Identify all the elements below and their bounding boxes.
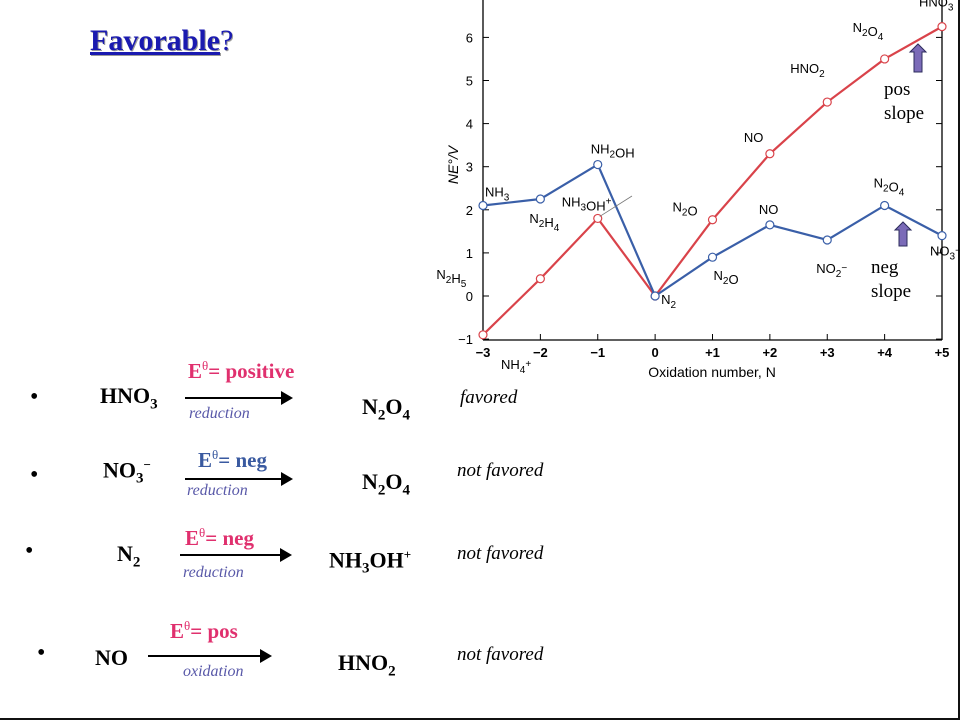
reactant-no: NO [95,645,128,670]
neg-slope-arrow-icon [893,221,913,247]
pos-slope-annotation: pos slope [884,79,925,124]
data-point [937,22,947,32]
x-tick-label: +5 [935,345,950,360]
point-label: NO [759,202,779,217]
point-label: NH3OH+ [562,194,612,213]
verdict-not-favored: not favored [457,460,544,481]
data-point [478,330,488,340]
data-point [535,194,545,204]
bullet: • [25,538,34,564]
bullet: • [30,462,39,488]
e-theta-neg: Eθ= neg [198,447,267,472]
label-leader-line [599,195,633,217]
x-tick-label: 0 [652,345,659,360]
point-label: N2O4 [874,175,905,198]
point-label: HNO2 [790,61,825,80]
product-hno2: HNO2 [338,650,396,680]
data-point [478,200,488,211]
y-tick-label: 1 [466,246,473,261]
reaction-arrow [180,548,292,562]
point-label: NO3− [930,244,960,263]
x-tick-label: +1 [705,345,720,360]
reactant-no3-minus: NO3− [103,457,151,487]
point-label: NH4+ [501,357,531,376]
data-point [707,252,718,262]
product-n2o4: N2O4 [362,394,411,424]
y-tick-label: 6 [466,30,473,45]
point-label: N2O [673,200,698,219]
data-point [650,291,660,301]
reaction-arrow [185,472,293,486]
e-theta-neg: Eθ= neg [185,525,254,550]
y-axis-label: NE°/V [445,144,461,184]
bullet: • [37,640,46,666]
reaction-arrow [185,391,293,405]
reactant-hno3: HNO3 [100,383,158,413]
x-tick-label: −3 [476,345,491,360]
e-theta-pos: Eθ= pos [170,618,238,643]
point-label: NH3 [485,184,510,203]
slide-title: Favorable? [90,24,234,57]
data-point [593,159,603,170]
point-label: NO2− [816,261,847,280]
process-reduction: reduction [189,405,250,422]
y-tick-label: 2 [466,203,473,218]
verdict-not-favored: not favored [457,543,544,564]
data-point [535,274,545,284]
data-point [765,220,775,230]
reaction-arrow [148,649,272,663]
point-label: N2 [661,292,676,311]
verdict-not-favored: not favored [457,644,544,665]
point-label: NO [744,130,764,145]
data-point [822,97,832,107]
x-axis-label: Oxidation number, N [648,364,776,380]
frost-diagram-chart: −1 0 1 2 3 4 5 6 −3 −2 −1 0 +1 +2 +3 +4 +5 Oxidation numb… [436,0,960,385]
reactant-n2: N2 [117,541,141,571]
data-point [880,54,890,64]
verdict-favored: favored [460,387,518,408]
neg-slope-annotation: neg slope [871,257,912,302]
pos-slope-arrow-icon [908,43,928,73]
plot-background [440,0,955,385]
y-tick-label: 3 [466,160,473,175]
bullet: • [30,384,39,410]
point-label: N2O4 [853,20,884,43]
product-n2o4: N2O4 [362,469,411,499]
x-tick-label: −2 [533,345,548,360]
process-oxidation: oxidation [183,663,244,680]
data-point [707,215,718,225]
data-point [937,231,947,241]
data-point [880,200,890,211]
point-label: N2H4 [529,211,559,234]
data-point [822,235,832,245]
y-tick-label: 4 [466,117,473,132]
point-label: N2O [714,268,739,287]
point-label: NH2OH [591,142,635,161]
point-label: N2H5 [436,267,466,290]
y-tick-label: −1 [458,332,473,347]
data-point [765,149,775,159]
x-tick-label: +3 [820,345,835,360]
process-reduction: reduction [183,564,244,581]
point-label: HNO3 [919,0,954,14]
y-tick-label: 0 [466,289,473,304]
e-theta-positive: Eθ= positive [188,358,295,383]
y-tick-label: 5 [466,74,473,89]
x-tick-label: −1 [590,345,605,360]
product-nh3oh-plus: NH3OH+ [329,547,412,577]
x-tick-label: +2 [762,345,777,360]
x-tick-label: +4 [877,345,893,360]
process-reduction: reduction [187,482,248,499]
